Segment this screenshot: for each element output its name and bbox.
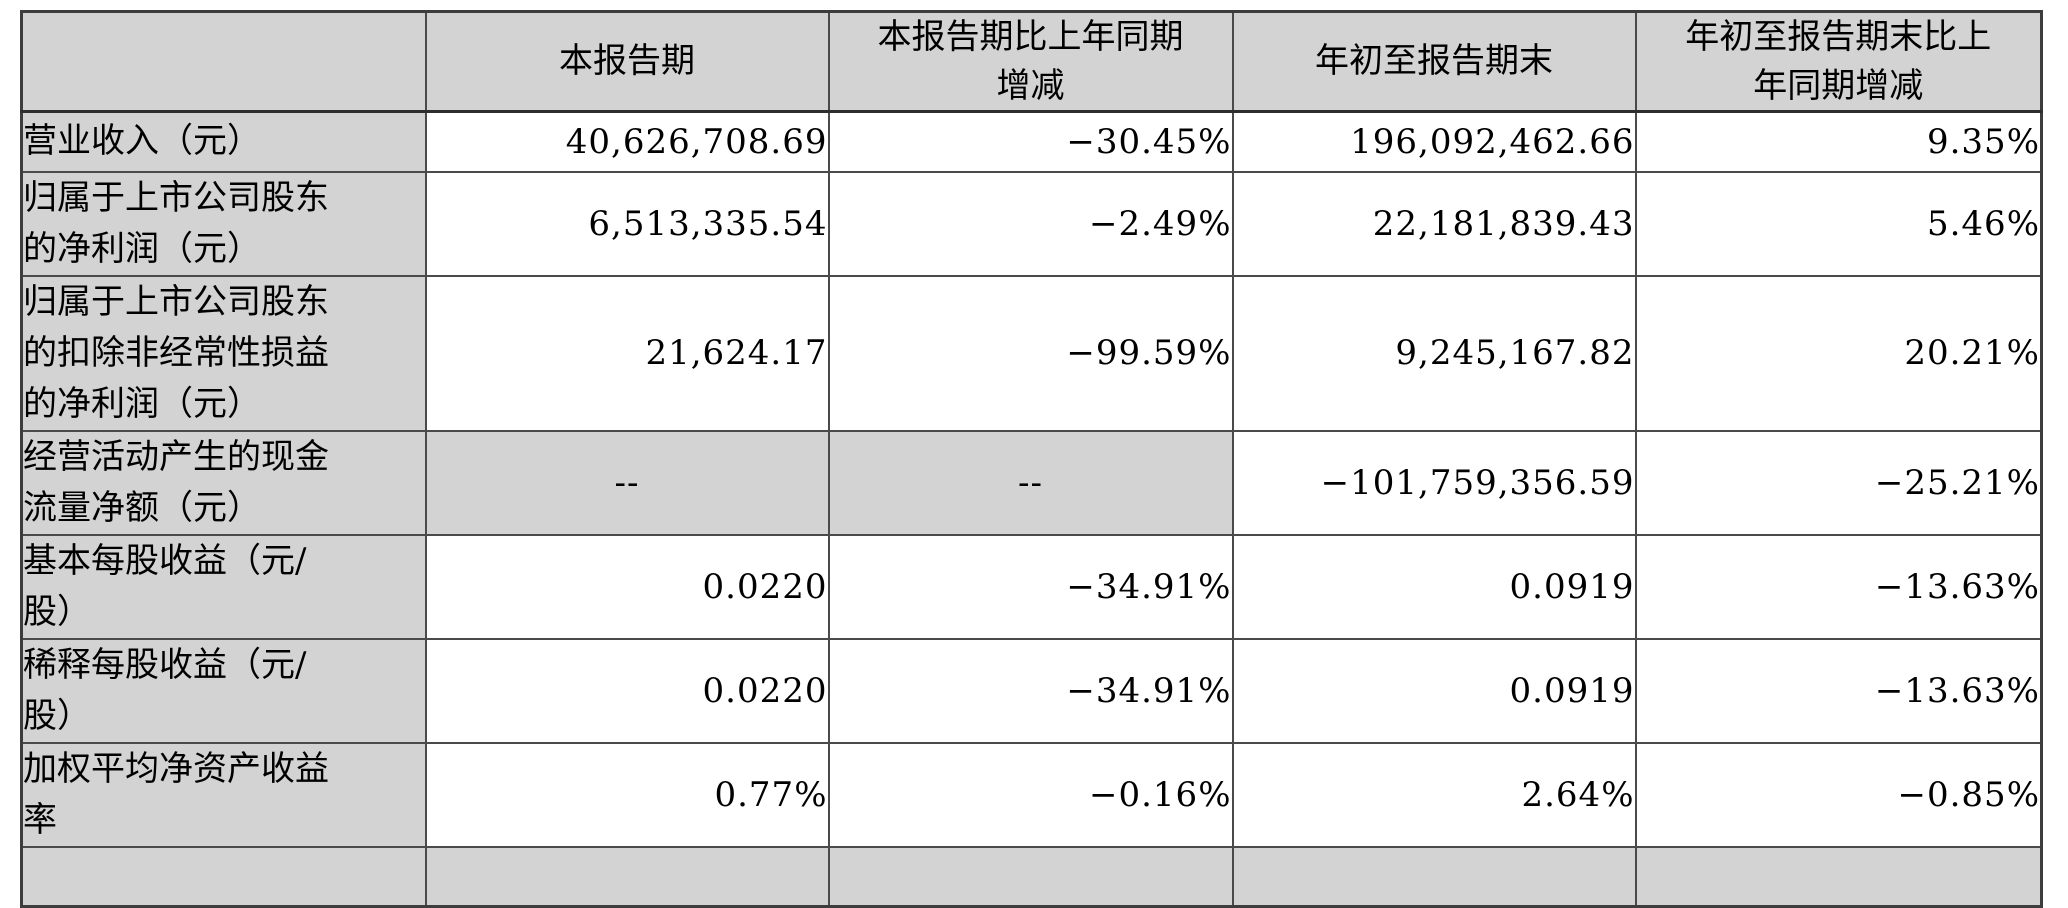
cell-ytd: 0.0919 [1231,637,1637,744]
cell-current: 21,624.17 [424,274,830,432]
cell-current: 0.0220 [424,533,830,640]
cell-ytd-change: −0.85% [1634,741,2043,848]
cell-current: 0.0220 [424,637,830,744]
header-cell-current-period: 本报告期 [424,10,830,113]
row-label: 经营活动产生的现金 流量净额（元） [20,429,427,536]
cell-ytd: 22,181,839.43 [1231,170,1637,277]
cell-current-change: −0.16% [827,741,1234,848]
table-row-partial-clipped [20,845,2043,908]
financial-summary-table: 本报告期 本报告期比上年同期 增减 年初至报告期末 年初至报告期末比上 年同期增… [20,10,2043,908]
row-label: 归属于上市公司股东 的扣除非经常性损益 的净利润（元） [20,274,427,432]
table-row-operating-revenue: 营业收入（元） 40,626,708.69 −30.45% 196,092,46… [20,110,2043,173]
cell-ytd-change: 20.21% [1634,274,2043,432]
cell-ytd-change: −25.21% [1634,429,2043,536]
cell-current-change: -- [827,429,1234,536]
cell-ytd-change: −13.63% [1634,637,2043,744]
cell-current: 0.77% [424,741,830,848]
table-row-operating-cash-flow: 经营活动产生的现金 流量净额（元） -- -- −101,759,356.59 … [20,429,2043,536]
cell-ytd: 2.64% [1231,741,1637,848]
table-row-basic-eps: 基本每股收益（元/ 股） 0.0220 −34.91% 0.0919 −13.6… [20,533,2043,640]
table-row-weighted-avg-roe: 加权平均净资产收益 率 0.77% −0.16% 2.64% −0.85% [20,741,2043,848]
cell-ytd-change: 9.35% [1634,110,2043,173]
header-row: 本报告期 本报告期比上年同期 增减 年初至报告期末 年初至报告期末比上 年同期增… [20,10,2043,113]
cell-current: -- [424,429,830,536]
row-label: 基本每股收益（元/ 股） [20,533,427,640]
row-label: 营业收入（元） [20,110,427,173]
financial-summary-table-wrap: 本报告期 本报告期比上年同期 增减 年初至报告期末 年初至报告期末比上 年同期增… [20,10,2043,908]
cell-ytd: 0.0919 [1231,533,1637,640]
cell-ytd-change: 5.46% [1634,170,2043,277]
cell-current-change: −34.91% [827,637,1234,744]
row-label [20,845,427,908]
cell-ytd [1231,845,1637,908]
row-label: 加权平均净资产收益 率 [20,741,427,848]
cell-current [424,845,830,908]
cell-current-change [827,845,1234,908]
row-label: 稀释每股收益（元/ 股） [20,637,427,744]
table-row-net-profit-excl-nonrecurring: 归属于上市公司股东 的扣除非经常性损益 的净利润（元） 21,624.17 −9… [20,274,2043,432]
cell-ytd-change [1634,845,2043,908]
cell-current: 40,626,708.69 [424,110,830,173]
cell-ytd-change: −13.63% [1634,533,2043,640]
header-cell-ytd-change: 年初至报告期末比上 年同期增减 [1634,10,2043,113]
cell-current-change: −99.59% [827,274,1234,432]
cell-current: 6,513,335.54 [424,170,830,277]
header-cell-label [20,10,427,113]
cell-current-change: −30.45% [827,110,1234,173]
cell-ytd: −101,759,356.59 [1231,429,1637,536]
cell-current-change: −2.49% [827,170,1234,277]
cell-ytd: 196,092,462.66 [1231,110,1637,173]
table-row-diluted-eps: 稀释每股收益（元/ 股） 0.0220 −34.91% 0.0919 −13.6… [20,637,2043,744]
row-label: 归属于上市公司股东 的净利润（元） [20,170,427,277]
header-cell-current-period-change: 本报告期比上年同期 增减 [827,10,1234,113]
table-row-net-profit: 归属于上市公司股东 的净利润（元） 6,513,335.54 −2.49% 22… [20,170,2043,277]
cell-current-change: −34.91% [827,533,1234,640]
cell-ytd: 9,245,167.82 [1231,274,1637,432]
header-cell-ytd: 年初至报告期末 [1231,10,1637,113]
